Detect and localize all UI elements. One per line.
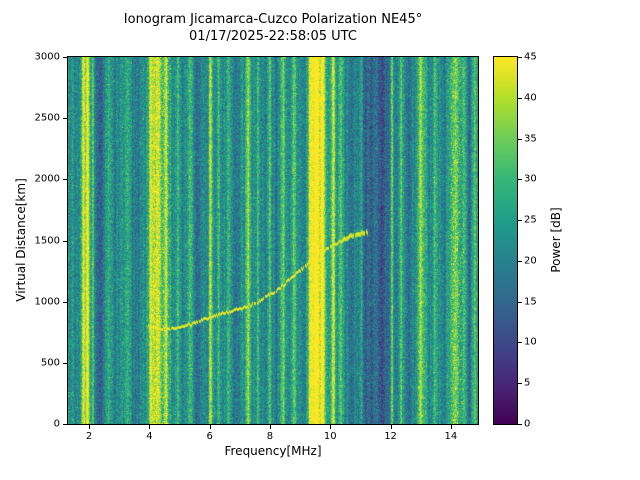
colorbar-tick-label: 25: [524, 214, 537, 226]
colorbar-tick-mark: [518, 97, 522, 99]
x-tick-label: 10: [323, 431, 337, 442]
colorbar-gradient: [493, 56, 518, 425]
y-tick-mark: [63, 57, 67, 58]
x-tick-label: 4: [146, 431, 153, 442]
y-tick-label: 1500: [34, 235, 60, 246]
colorbar-tick-mark: [518, 342, 522, 344]
colorbar-tick-label: 30: [524, 173, 537, 185]
colorbar-tick-mark: [518, 383, 522, 385]
x-tick-label: 14: [444, 431, 458, 442]
x-tick-mark: [209, 425, 211, 429]
colorbar-tick-mark: [518, 138, 522, 140]
x-tick-label: 2: [85, 431, 93, 442]
colorbar-tick-label: 15: [524, 296, 537, 308]
colorbar-tick-label: 5: [524, 377, 531, 389]
y-tick-mark: [63, 424, 67, 425]
colorbar-tick-label: 0: [524, 418, 531, 430]
y-tick-mark: [63, 118, 67, 120]
y-tick-mark: [63, 301, 67, 303]
y-axis-label: Virtual Distance[km]: [14, 178, 28, 302]
y-tick-mark: [63, 240, 67, 242]
colorbar-tick-label: 45: [524, 51, 537, 63]
y-tick-label: 2500: [34, 112, 60, 124]
y-tick-mark: [63, 362, 67, 364]
chart-title: Ionogram Jicamarca-Cuzco Polarization NE…: [123, 12, 423, 27]
y-tick-label: 0: [53, 418, 60, 430]
y-tick-label: 500: [40, 357, 60, 369]
chart-subtitle: 01/17/2025-22:58:05 UTC: [189, 29, 357, 44]
x-tick-mark: [89, 425, 91, 429]
y-tick-mark: [63, 179, 67, 181]
x-tick-mark: [450, 425, 452, 429]
y-tick-label: 1000: [34, 296, 60, 308]
y-tick-label: 3000: [34, 51, 60, 63]
x-axis-label: Frequency[MHz]: [224, 444, 322, 458]
colorbar-tick-mark: [518, 179, 522, 181]
heatmap-canvas: [67, 56, 479, 425]
x-tick-label: 12: [384, 431, 397, 442]
colorbar-label: Power [dB]: [549, 207, 563, 273]
colorbar-tick-mark: [518, 220, 522, 222]
colorbar-tick-label: 10: [524, 336, 537, 348]
colorbar-tick-mark: [518, 57, 522, 58]
colorbar-tick-label: 20: [524, 255, 537, 267]
y-tick-label: 2000: [34, 173, 60, 185]
x-tick-mark: [390, 425, 392, 429]
x-tick-mark: [269, 425, 271, 429]
colorbar-tick-mark: [518, 424, 522, 425]
x-tick-mark: [330, 425, 332, 429]
colorbar-tick-label: 35: [524, 133, 537, 145]
x-tick-label: 6: [206, 431, 213, 442]
colorbar-tick-mark: [518, 260, 522, 262]
colorbar-tick-label: 40: [524, 92, 537, 104]
x-tick-mark: [149, 425, 151, 429]
colorbar-tick-mark: [518, 301, 522, 303]
x-tick-label: 8: [266, 431, 274, 442]
